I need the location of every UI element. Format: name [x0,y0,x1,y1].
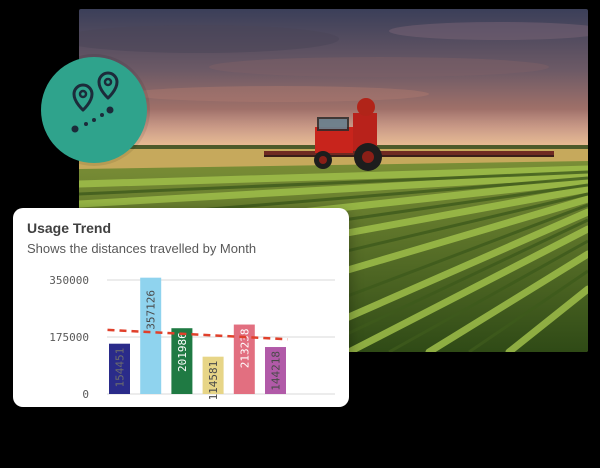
bar-value-label: 201986 [176,332,189,372]
bar-value-label: 357126 [145,290,158,330]
bar [109,343,130,394]
bar [171,328,193,394]
y-tick-label: 175000 [49,331,89,344]
y-tick-label: 350000 [49,274,89,287]
card-subtitle: Shows the distances travelled by Month [27,241,257,256]
tractor [314,98,382,171]
card-title: Usage Trend [27,220,112,236]
route-pins-icon [71,71,119,133]
trend-line [107,328,288,341]
usage-trend-card: Usage Trend Shows the distances travelle… [13,208,349,407]
bar [202,356,224,394]
route-badge [41,57,147,163]
usage-trend-chart: 350000 175000 0 154451 357126 201986 114581 213… [49,274,335,401]
bar [265,347,286,394]
bar [140,277,162,394]
bar-value-label: 114581 [207,361,220,401]
bar-value-label: 154451 [114,348,127,388]
bar-value-label: 144218 [270,351,283,391]
bar-value-label: 213238 [238,329,251,369]
bar [233,324,255,394]
y-tick-label: 0 [82,388,89,401]
